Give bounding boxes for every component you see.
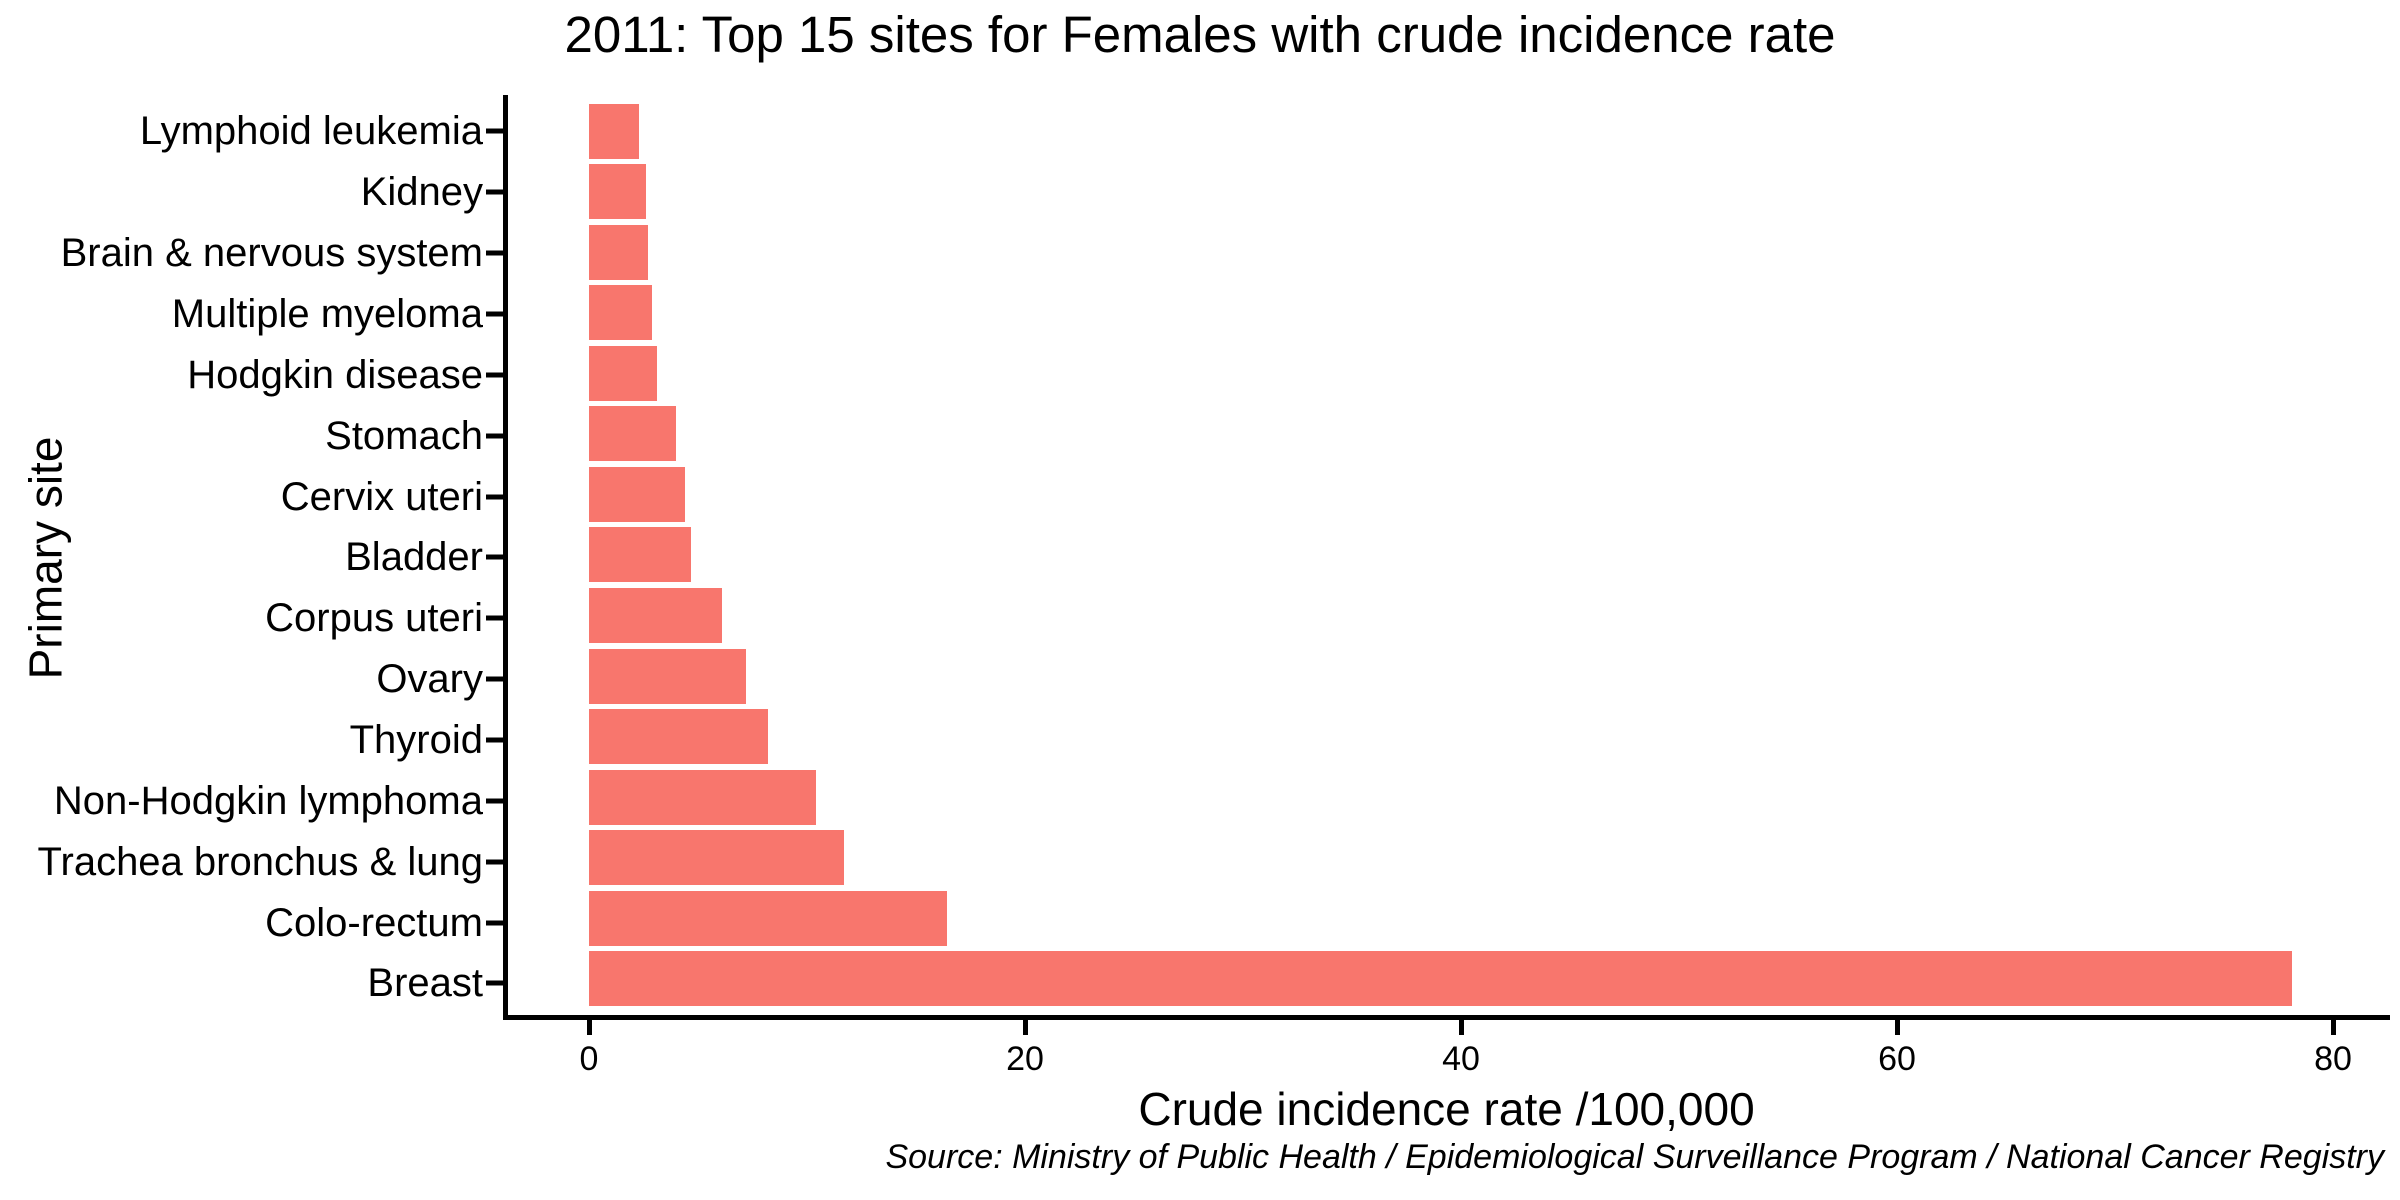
y-tick-mark — [486, 859, 503, 865]
y-tick-mark — [486, 920, 503, 926]
label-row: Bladder — [0, 527, 503, 588]
bar — [589, 164, 646, 220]
plot-area — [503, 95, 2390, 1020]
label-row: Colo-rectum — [0, 892, 503, 953]
category-label: Trachea bronchus & lung — [37, 839, 483, 884]
bar — [589, 466, 685, 522]
bar — [589, 224, 648, 280]
category-label: Colo-rectum — [265, 900, 483, 945]
bar-row — [508, 101, 2390, 162]
label-row: Cervix uteri — [0, 466, 503, 527]
label-row: Multiple myeloma — [0, 284, 503, 345]
x-tick-label: 80 — [2314, 1040, 2352, 1078]
x-axis: 0 20 40 60 80 — [503, 1020, 2400, 1090]
bar-row — [508, 404, 2390, 465]
category-label: Bladder — [345, 535, 483, 580]
y-tick-mark — [486, 737, 503, 743]
bar-row — [508, 222, 2390, 283]
label-row: Thyroid — [0, 710, 503, 771]
source-note: Source: Ministry of Public Health / Epid… — [885, 1138, 2384, 1176]
category-label: Thyroid — [349, 718, 483, 763]
bar — [589, 890, 947, 946]
bar-row — [508, 706, 2390, 767]
category-label: Corpus uteri — [265, 596, 483, 641]
label-row: Corpus uteri — [0, 588, 503, 649]
y-tick-mark — [486, 554, 503, 560]
category-label: Ovary — [376, 657, 483, 702]
x-tick-mark — [2330, 1020, 2336, 1035]
category-label: Kidney — [360, 170, 483, 215]
bar-row — [508, 767, 2390, 828]
bar — [589, 285, 653, 341]
bar — [589, 951, 2292, 1007]
y-axis-labels: Lymphoid leukemia Kidney Brain & nervous s… — [0, 95, 503, 1020]
label-row: Stomach — [0, 405, 503, 466]
label-row: Ovary — [0, 649, 503, 710]
bar — [589, 830, 845, 886]
label-row: Lymphoid leukemia — [0, 101, 503, 162]
category-label: Brain & nervous system — [60, 231, 483, 276]
bar — [589, 588, 722, 644]
y-tick-mark — [486, 311, 503, 317]
bar — [589, 709, 768, 765]
category-label: Non-Hodgkin lymphoma — [53, 778, 483, 823]
x-tick-label: 40 — [1442, 1040, 1480, 1078]
x-tick-label: 20 — [1006, 1040, 1044, 1078]
y-tick-mark — [486, 128, 503, 134]
category-label: Lymphoid leukemia — [139, 109, 483, 154]
y-tick-mark — [486, 250, 503, 256]
bar-row — [508, 343, 2390, 404]
bar-row — [508, 283, 2390, 344]
y-tick-mark — [486, 494, 503, 500]
y-tick-mark — [486, 676, 503, 682]
y-tick-mark — [486, 798, 503, 804]
x-tick-mark — [1894, 1020, 1900, 1035]
category-label: Stomach — [325, 413, 483, 458]
label-row: Breast — [0, 953, 503, 1014]
label-row: Brain & nervous system — [0, 223, 503, 284]
bar — [589, 769, 816, 825]
category-label: Breast — [367, 961, 483, 1006]
y-tick-mark — [486, 615, 503, 621]
bar-row — [508, 525, 2390, 586]
y-tick-mark — [486, 189, 503, 195]
y-tick-mark — [486, 372, 503, 378]
bar — [589, 648, 746, 704]
label-row: Trachea bronchus & lung — [0, 831, 503, 892]
label-row: Non-Hodgkin lymphoma — [0, 770, 503, 831]
bar-row — [508, 888, 2390, 949]
bar-row — [508, 585, 2390, 646]
chart-title: 2011: Top 15 sites for Females with crud… — [564, 6, 1836, 63]
label-row: Kidney — [0, 162, 503, 223]
bar-row — [508, 646, 2390, 707]
label-row: Hodgkin disease — [0, 344, 503, 405]
x-tick-mark — [586, 1020, 592, 1035]
y-tick-mark — [486, 433, 503, 439]
y-tick-mark — [486, 980, 503, 986]
x-tick-mark — [1022, 1020, 1028, 1035]
x-axis-title: Crude incidence rate /100,000 — [1138, 1083, 1755, 1135]
bar-row — [508, 827, 2390, 888]
bar — [589, 345, 657, 401]
bar — [589, 406, 677, 462]
bar — [589, 527, 692, 583]
category-label: Multiple myeloma — [171, 292, 483, 336]
category-label: Cervix uteri — [280, 474, 483, 519]
bar-row — [508, 948, 2390, 1009]
category-label: Hodgkin disease — [187, 352, 483, 397]
bar-row — [508, 464, 2390, 525]
x-tick-label: 0 — [579, 1040, 599, 1078]
bar — [589, 103, 640, 159]
bar-row — [508, 162, 2390, 223]
x-tick-label: 60 — [1878, 1040, 1916, 1078]
x-tick-mark — [1458, 1020, 1464, 1035]
